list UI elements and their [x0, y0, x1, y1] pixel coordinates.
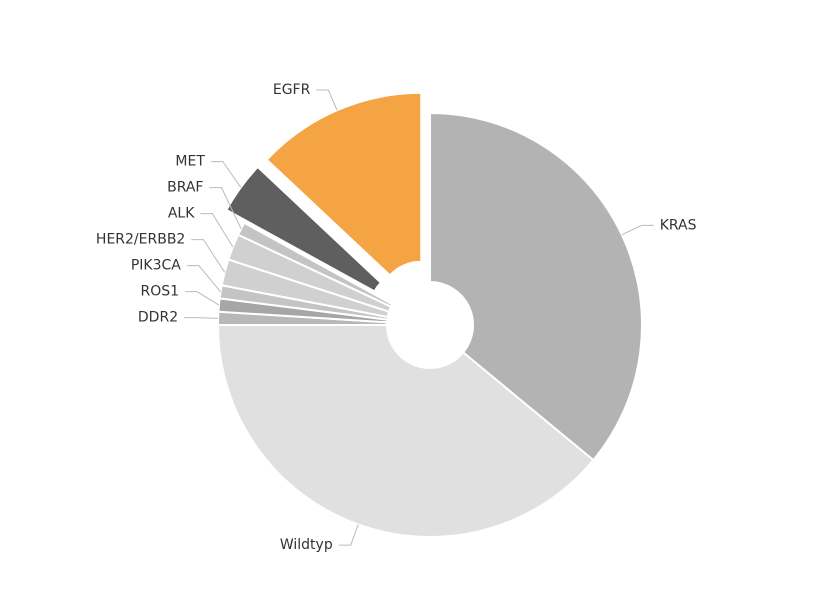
- slice: [265, 91, 423, 277]
- slice-label: Wildtyp: [280, 537, 333, 553]
- slice-label: KRAS: [660, 217, 697, 233]
- slice-label: DDR2: [138, 310, 178, 326]
- slice-label: PIK3CA: [131, 258, 181, 274]
- leader-line: [316, 89, 338, 111]
- slice: [225, 165, 383, 293]
- slice-label: ROS1: [140, 284, 179, 300]
- slice: [429, 111, 643, 462]
- slice-label: EGFR: [273, 82, 311, 98]
- leader-line: [210, 161, 242, 188]
- slice-label: MET: [175, 154, 205, 170]
- leader-line: [200, 213, 234, 248]
- leader-line: [191, 239, 226, 273]
- leader-line: [621, 224, 654, 236]
- leader-line: [186, 265, 221, 293]
- slice-label: HER2/ERBB2: [96, 232, 185, 248]
- leader-line: [184, 317, 219, 319]
- leader-line: [338, 524, 359, 546]
- leader-line: [209, 187, 242, 229]
- slice: [236, 221, 394, 309]
- leader-line: [185, 291, 220, 306]
- slice-label: BRAF: [167, 180, 203, 196]
- slice-label: ALK: [168, 206, 195, 222]
- slice: [216, 324, 595, 538]
